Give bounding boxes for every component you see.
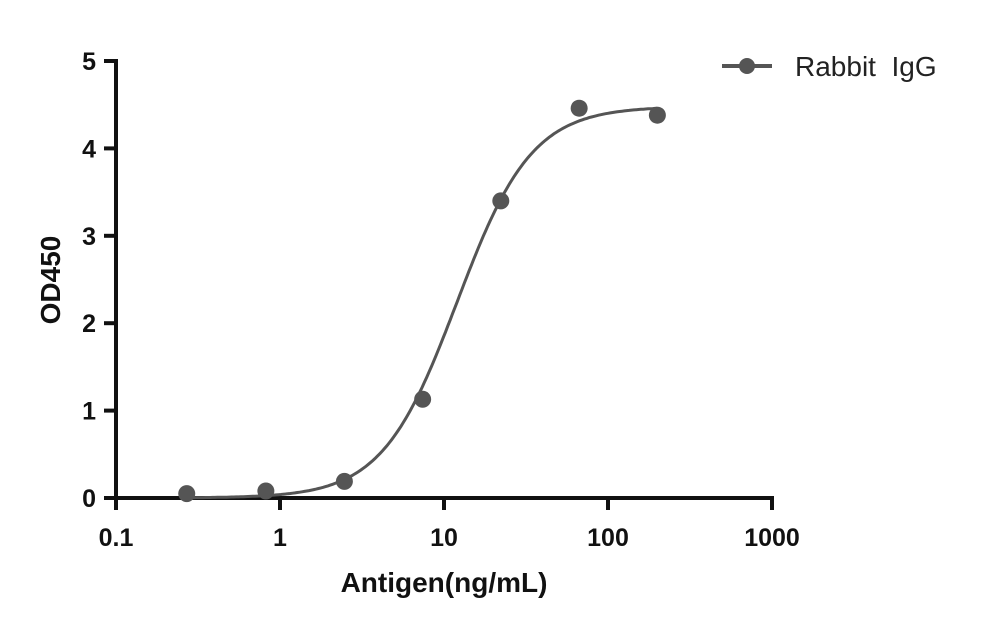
x-tick-label: 1000 xyxy=(744,524,800,552)
x-axis-label: Antigen(ng/mL) xyxy=(341,567,548,598)
data-point xyxy=(414,390,432,408)
x-tick-label: 100 xyxy=(587,524,629,552)
data-point xyxy=(648,106,666,124)
x-tick-label: 1 xyxy=(273,524,287,552)
x-tick-label: 0.1 xyxy=(99,524,134,552)
y-axis-label: OD450 xyxy=(35,236,66,325)
y-tick-label: 4 xyxy=(82,135,96,163)
axes: 0.1 1 10 100 1000 0 1 2 3 4 5 xyxy=(82,48,800,552)
data-point xyxy=(335,472,353,490)
data-point xyxy=(257,482,275,500)
data-point xyxy=(570,99,588,117)
x-tick-label: 10 xyxy=(430,524,458,552)
marks xyxy=(178,99,666,503)
y-tick-label: 5 xyxy=(82,48,96,76)
y-tick-label: 1 xyxy=(82,398,96,426)
data-point xyxy=(492,192,510,210)
legend: Rabbit IgG xyxy=(722,51,937,82)
data-point xyxy=(178,485,196,503)
y-tick-label: 3 xyxy=(82,223,96,251)
y-tick-label: 2 xyxy=(82,310,96,338)
y-tick-label: 0 xyxy=(82,485,96,513)
legend-marker xyxy=(739,58,755,74)
legend-label: Rabbit IgG xyxy=(795,51,937,82)
fit-curve xyxy=(186,106,658,500)
